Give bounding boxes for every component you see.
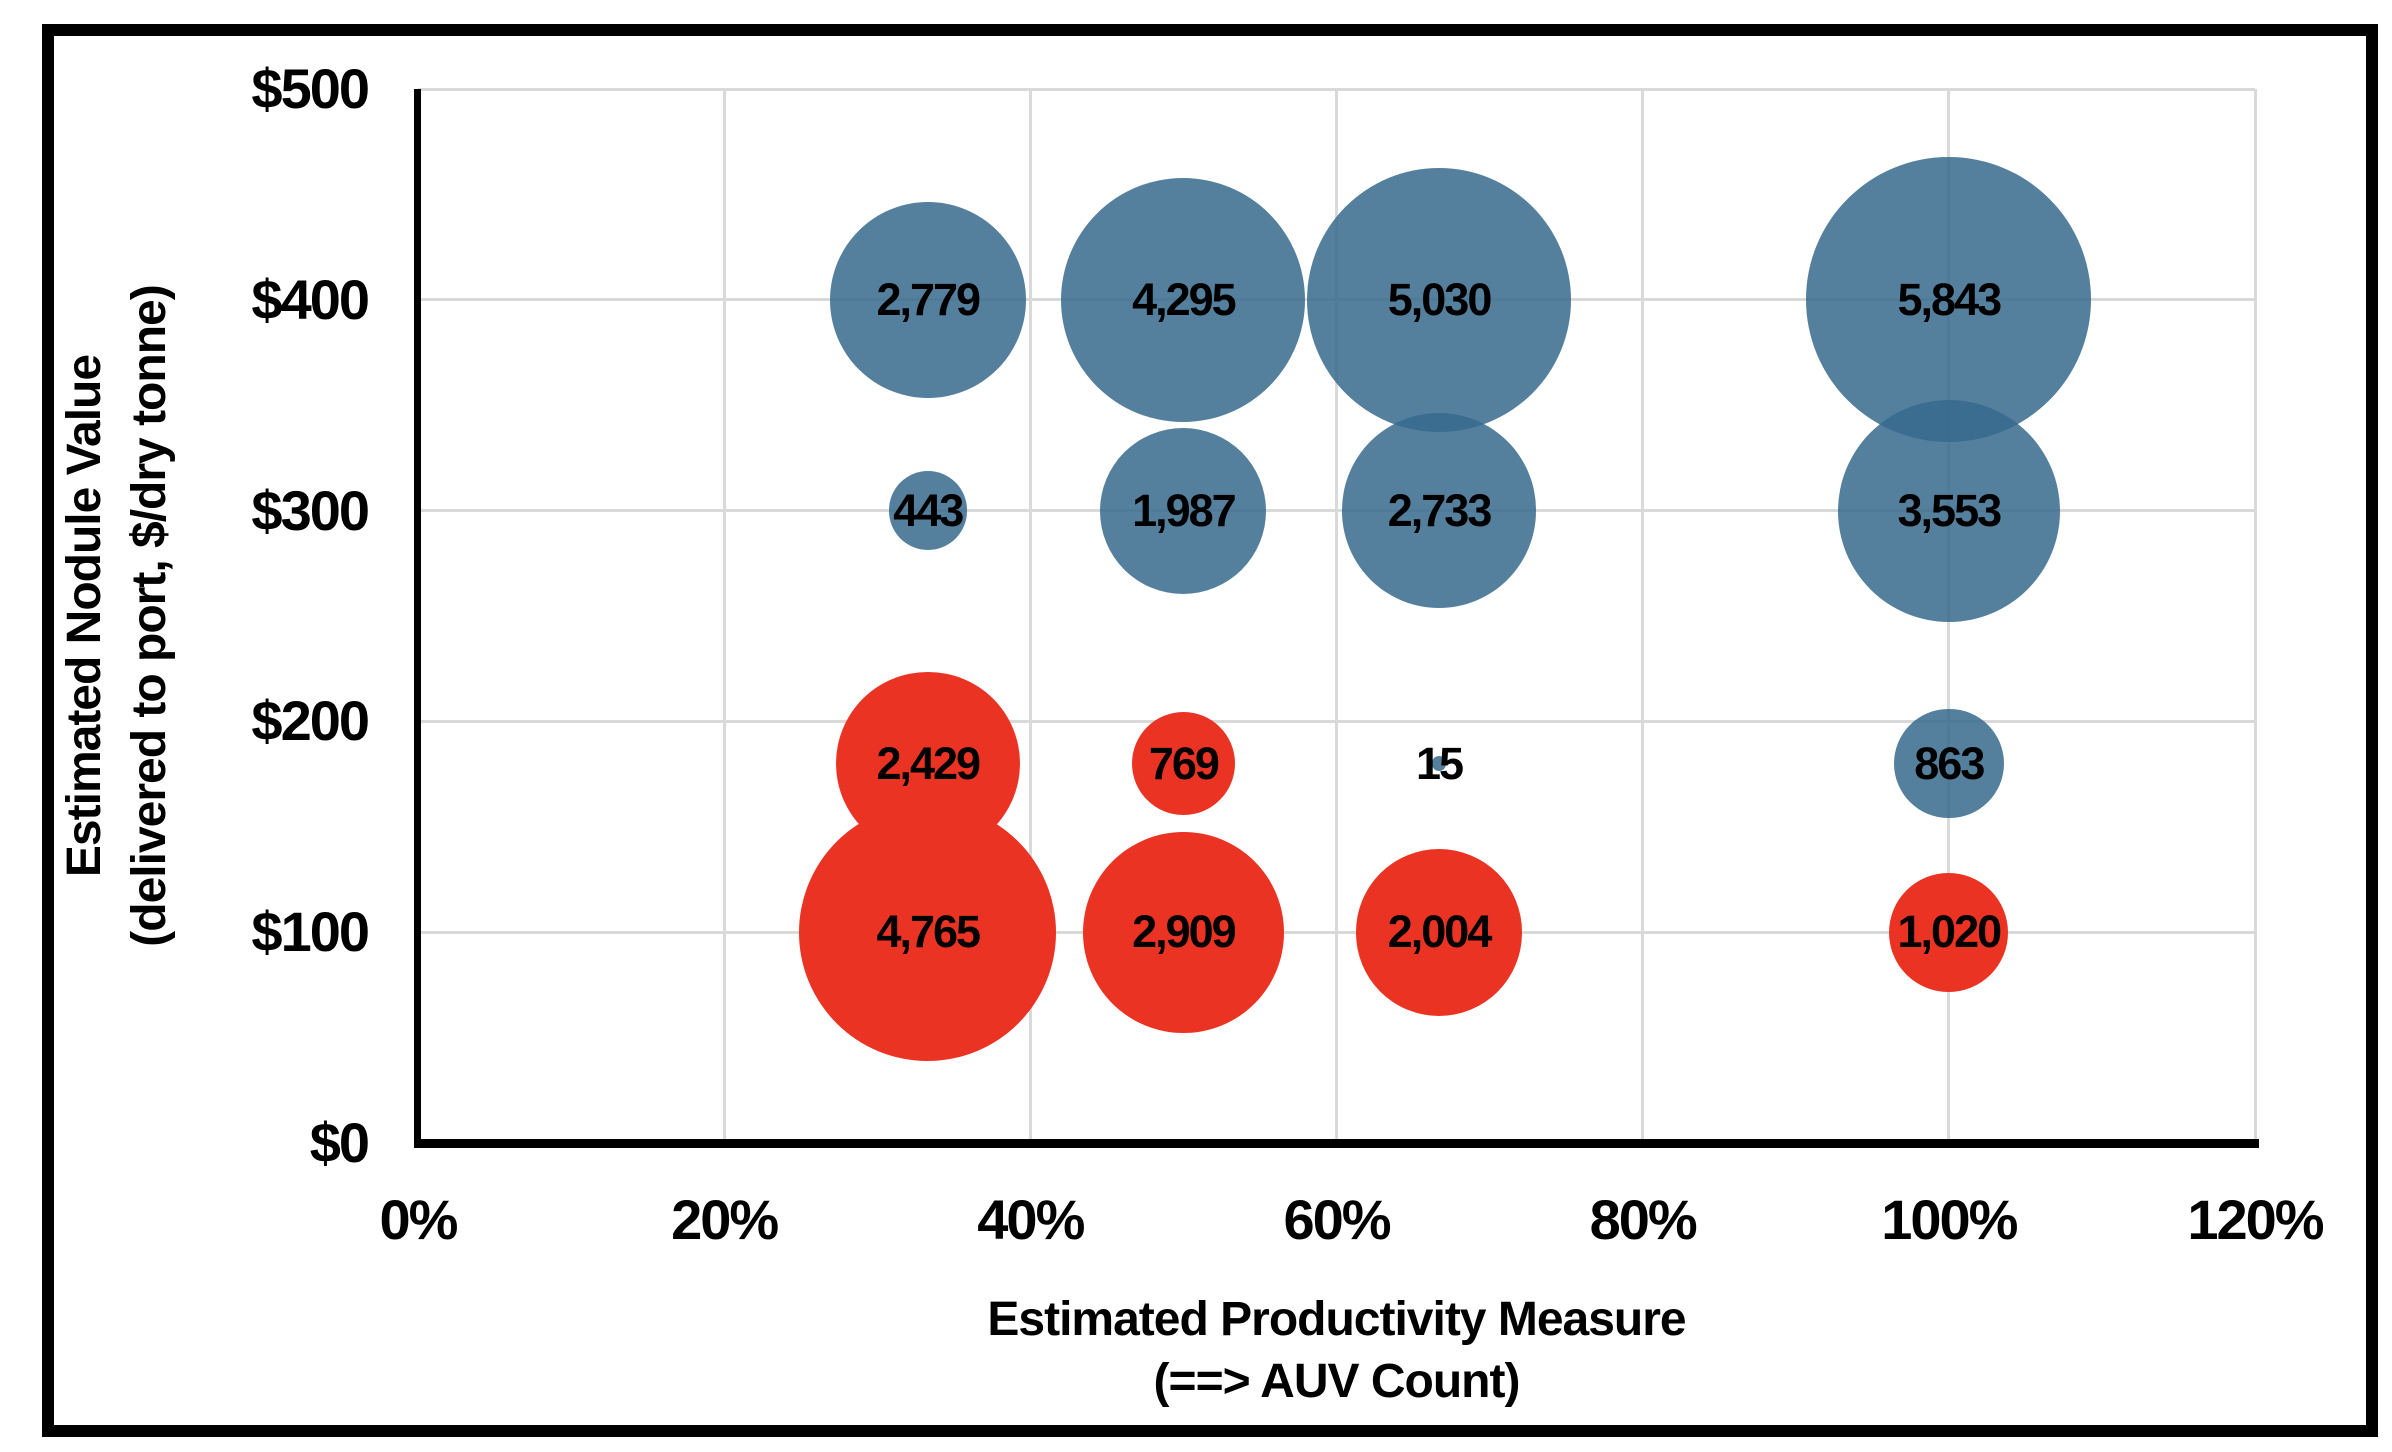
bubble-blue-series-2733 (1341, 413, 1537, 608)
x-gridline-40 (1028, 89, 1032, 1143)
x-tick-label-120%: 120% (2187, 1188, 2324, 1251)
x-tick-label-60%: 60% (1283, 1188, 1391, 1251)
x-tick-label-20%: 20% (671, 1188, 779, 1251)
y-tick-label-$0: $0 (309, 1111, 370, 1174)
bubble-label-4295: 4,295 (1132, 273, 1237, 325)
y-tick-label-$300: $300 (251, 478, 370, 542)
bubble-blue-series-4295 (1061, 177, 1306, 422)
bubble-label-2429: 2,429 (876, 737, 981, 789)
bubble-red-series-1020 (1889, 872, 2009, 992)
y-axis-line (414, 89, 421, 1147)
y-gridline-100 (418, 930, 2255, 934)
bubble-red-series-2909 (1082, 831, 1284, 1033)
bubble-label-15: 15 (1416, 737, 1464, 789)
bubble-blue-series-5843 (1806, 157, 2092, 443)
bubble-blue-series-15 (1431, 756, 1447, 771)
bubble-label-443: 443 (893, 484, 964, 536)
y-tick-label-$500: $500 (251, 57, 370, 120)
bubble-label-2779: 2,779 (876, 273, 981, 325)
bubble-label-3553: 3,553 (1897, 484, 2003, 536)
x-gridline-80 (1641, 89, 1645, 1143)
x-gridline-120 (2253, 89, 2257, 1143)
bubble-blue-series-5030 (1306, 167, 1572, 432)
x-tick-label-80%: 80% (1589, 1188, 1698, 1251)
x-axis-title-line-1: Estimated Productivity Measure (987, 1293, 1686, 1346)
x-tick-label-0%: 0% (379, 1188, 459, 1251)
bubble-label-1020: 1,020 (1897, 906, 2003, 958)
x-gridline-60 (1335, 89, 1338, 1143)
bubble-blue-series-1987 (1100, 427, 1267, 594)
bubble-red-series-2004 (1355, 848, 1523, 1016)
bubble-blue-series-443 (888, 471, 967, 550)
bubble-label-4765: 4,765 (876, 906, 981, 958)
bubble-label-2004: 2,004 (1387, 906, 1493, 958)
y-gridline-300 (418, 509, 2255, 513)
y-gridline-500 (418, 87, 2255, 91)
x-axis-title-line-2: (==> AUV Count) (1153, 1355, 1521, 1408)
y-tick-label-$100: $100 (251, 900, 370, 964)
y-axis-title-line-1: Estimated Nodule Value (58, 354, 111, 878)
bubble-blue-series-863 (1894, 708, 2004, 819)
bubble-label-2733: 2,733 (1387, 484, 1493, 536)
x-tick-label-40%: 40% (977, 1188, 1085, 1251)
bubble-label-1987: 1,987 (1132, 484, 1237, 536)
y-axis-title-line-2: (delivered to port, $/dry tonne) (123, 285, 176, 947)
x-gridline-20 (722, 89, 726, 1143)
bubble-red-series-4765 (799, 803, 1057, 1061)
bubble-label-5030: 5,030 (1387, 273, 1493, 325)
bubble-blue-series-2779 (829, 201, 1026, 398)
bubble-label-863: 863 (1914, 737, 1985, 789)
bubble-blue-series-3553 (1837, 399, 2060, 622)
x-axis-line (414, 1139, 2259, 1148)
y-gridline-200 (418, 719, 2255, 723)
figure-border (42, 24, 2378, 1437)
y-tick-label-$200: $200 (251, 689, 370, 753)
bubble-label-5843: 5,843 (1897, 273, 2003, 325)
y-tick-label-$400: $400 (251, 267, 370, 331)
bubble-red-series-769 (1131, 711, 1236, 816)
bubble-label-769: 769 (1148, 737, 1220, 789)
bubble-label-2909: 2,909 (1132, 906, 1237, 958)
x-tick-label-100%: 100% (1881, 1188, 2018, 1251)
